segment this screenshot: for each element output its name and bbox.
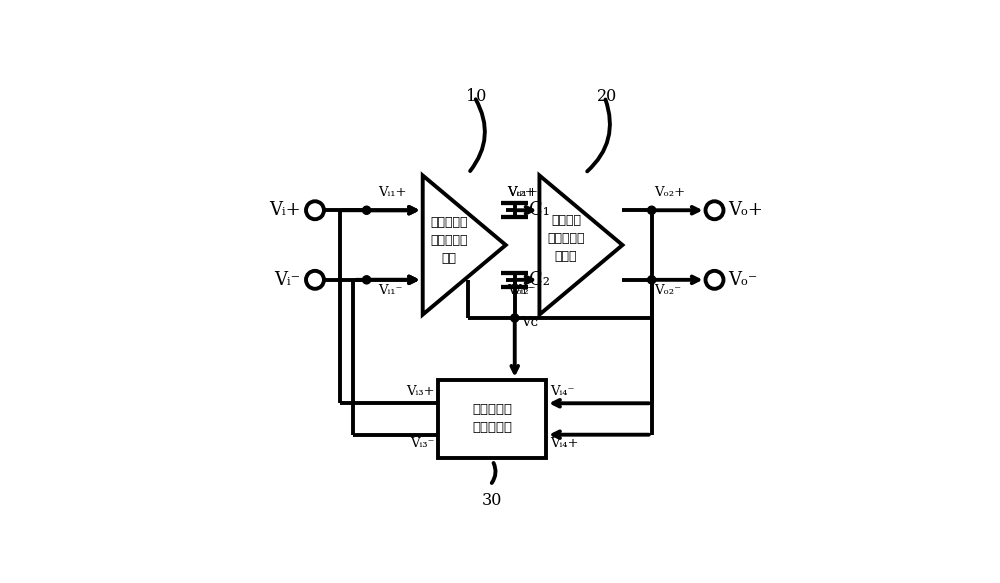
- Text: Vᵢ₃⁻: Vᵢ₃⁻: [410, 437, 435, 450]
- Circle shape: [306, 201, 324, 219]
- Text: Vₒ₂⁻: Vₒ₂⁻: [654, 285, 681, 297]
- Text: Vₒ₁⁻: Vₒ₁⁻: [508, 285, 535, 297]
- Text: Vₒ₁+: Vₒ₁+: [508, 187, 539, 199]
- Text: Vᵢ+: Vᵢ+: [269, 201, 301, 219]
- Circle shape: [306, 271, 324, 289]
- Text: Vᴄ: Vᴄ: [521, 316, 538, 329]
- Circle shape: [706, 271, 723, 289]
- Text: Vᵢ₂+: Vᵢ₂+: [507, 187, 536, 199]
- Text: 第二级可
变增益放大
器电路: 第二级可 变增益放大 器电路: [547, 214, 585, 263]
- Circle shape: [511, 314, 519, 322]
- Text: Vᵢ₄+: Vᵢ₄+: [550, 437, 578, 450]
- Text: Vᵢ₁+: Vᵢ₁+: [378, 186, 406, 199]
- Circle shape: [363, 206, 371, 215]
- Text: 均方根负反
馈检测电路: 均方根负反 馈检测电路: [472, 403, 512, 434]
- Text: Vᵢ₃+: Vᵢ₃+: [406, 385, 435, 398]
- Text: 10: 10: [466, 88, 487, 105]
- Bar: [438, 380, 546, 458]
- Circle shape: [363, 276, 371, 284]
- Text: Vᵢ₁⁻: Vᵢ₁⁻: [378, 285, 402, 297]
- Text: 20: 20: [597, 88, 617, 105]
- Text: Vₒ₂+: Vₒ₂+: [654, 187, 685, 199]
- Text: Vₒ+: Vₒ+: [728, 201, 763, 219]
- Text: Vᵢ⁻: Vᵢ⁻: [274, 271, 301, 289]
- Text: 30: 30: [482, 492, 502, 509]
- Text: 第一级可变
增益放大器
电路: 第一级可变 增益放大器 电路: [431, 216, 468, 265]
- Circle shape: [648, 276, 656, 284]
- Text: Vᵢ₂⁻: Vᵢ₂⁻: [511, 285, 536, 297]
- Circle shape: [706, 201, 723, 219]
- Text: Vᵢ₄⁻: Vᵢ₄⁻: [550, 385, 574, 398]
- Text: C₁: C₁: [529, 201, 550, 219]
- Text: C₂: C₂: [529, 271, 550, 289]
- Circle shape: [648, 206, 656, 215]
- Text: Vₒ⁻: Vₒ⁻: [728, 271, 757, 289]
